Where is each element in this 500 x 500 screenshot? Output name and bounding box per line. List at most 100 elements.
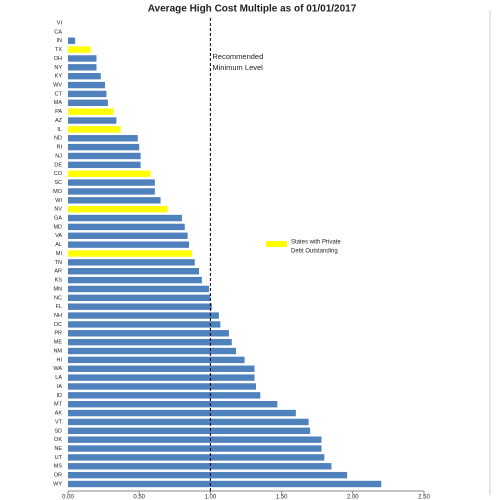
bar (68, 214, 182, 222)
y-tick-label: IL (57, 127, 62, 133)
y-tick-label: MO (53, 189, 63, 195)
y-tick-label: GA (54, 215, 62, 221)
bar (68, 188, 155, 195)
y-tick-label: IA (57, 384, 63, 390)
bar (68, 383, 256, 390)
y-tick-label: NC (54, 295, 62, 301)
bar (68, 161, 141, 169)
y-tick-label: CO (54, 171, 63, 177)
y-tick-label: MT (54, 402, 63, 408)
y-tick-label: AK (55, 411, 63, 417)
x-tick-label: 2.00 (347, 495, 359, 500)
y-tick-label: NM (53, 348, 62, 354)
bar (68, 321, 221, 328)
y-tick-label: MI (56, 251, 63, 257)
y-tick-label: NV (54, 207, 62, 213)
bar (68, 330, 229, 337)
y-tick-label: MS (54, 464, 63, 470)
bar (68, 454, 325, 461)
y-tick-label: PA (55, 109, 62, 115)
y-tick-label: CT (55, 91, 63, 97)
x-tick-label: 1.50 (276, 495, 288, 500)
bar (68, 126, 121, 133)
y-tick-label: MD (53, 224, 62, 230)
y-tick-label: CA (54, 29, 62, 35)
y-tick-label: AZ (55, 118, 63, 124)
reference-label: Recommended (212, 52, 263, 61)
legend-label: States with Private (291, 240, 341, 246)
bar (68, 347, 237, 355)
bar (68, 232, 188, 239)
reference-label: Minimum Level (212, 63, 263, 72)
y-tick-label: OR (54, 473, 62, 479)
y-tick-label: VT (55, 419, 63, 425)
y-tick-label: KY (55, 74, 63, 80)
x-tick-label: 2.50 (418, 495, 430, 500)
bar (68, 143, 140, 151)
y-tick-label: WV (53, 83, 62, 89)
y-tick-label: OK (54, 437, 62, 443)
bar (68, 90, 107, 98)
bar (68, 268, 200, 275)
bar (68, 401, 278, 408)
y-tick-label: AL (55, 242, 62, 248)
y-tick-label: RI (57, 145, 63, 151)
bar (68, 445, 322, 452)
y-tick-label: MA (54, 100, 63, 106)
y-tick-label: NJ (55, 153, 62, 159)
bar (68, 250, 192, 257)
y-tick-label: KS (55, 278, 63, 284)
bar (68, 436, 322, 443)
chart-title: Average High Cost Multiple as of 01/01/2… (148, 4, 357, 15)
y-tick-label: LA (55, 375, 62, 381)
y-tick-label: AR (54, 269, 62, 275)
bar (68, 223, 185, 231)
y-tick-label: OH (54, 56, 62, 62)
x-tick-label: 0.50 (133, 495, 145, 500)
x-tick-label: 0.00 (62, 495, 74, 500)
bar (68, 99, 108, 106)
y-tick-label: UT (55, 455, 63, 461)
bar (68, 312, 219, 319)
y-tick-label: NH (54, 313, 62, 319)
y-tick-label: WA (53, 366, 62, 372)
bar (68, 55, 97, 62)
y-tick-label: FL (56, 304, 62, 310)
bar (68, 179, 155, 186)
y-tick-label: ND (54, 136, 62, 142)
bar (68, 303, 212, 310)
y-tick-label: NE (54, 446, 62, 452)
bar (68, 170, 151, 177)
bar (68, 46, 91, 53)
bar (68, 294, 211, 302)
bar (68, 392, 261, 399)
y-tick-label: SD (54, 428, 62, 434)
bar (68, 374, 255, 381)
bar (68, 418, 309, 426)
bar (68, 81, 106, 89)
y-tick-label: VA (55, 233, 62, 239)
y-tick-label: DE (54, 162, 62, 168)
legend-swatch (266, 241, 287, 247)
y-tick-label: TX (55, 47, 62, 53)
y-tick-label: HI (57, 357, 63, 363)
y-tick-label: NY (54, 65, 62, 71)
bar (68, 205, 168, 213)
bar (68, 259, 195, 266)
bar (68, 108, 114, 115)
x-tick-label: 1.00 (205, 495, 217, 500)
bar (68, 117, 117, 124)
bar (68, 356, 245, 364)
bar (68, 135, 138, 142)
bar (68, 427, 311, 435)
y-tick-label: IN (57, 38, 63, 44)
y-tick-label: ME (54, 340, 63, 346)
y-tick-label: DC (54, 322, 62, 328)
y-tick-label: PR (54, 331, 62, 337)
bar (68, 37, 76, 44)
bar (68, 338, 232, 346)
bar (68, 285, 209, 293)
bar (68, 241, 190, 248)
y-tick-label: TN (55, 260, 62, 266)
